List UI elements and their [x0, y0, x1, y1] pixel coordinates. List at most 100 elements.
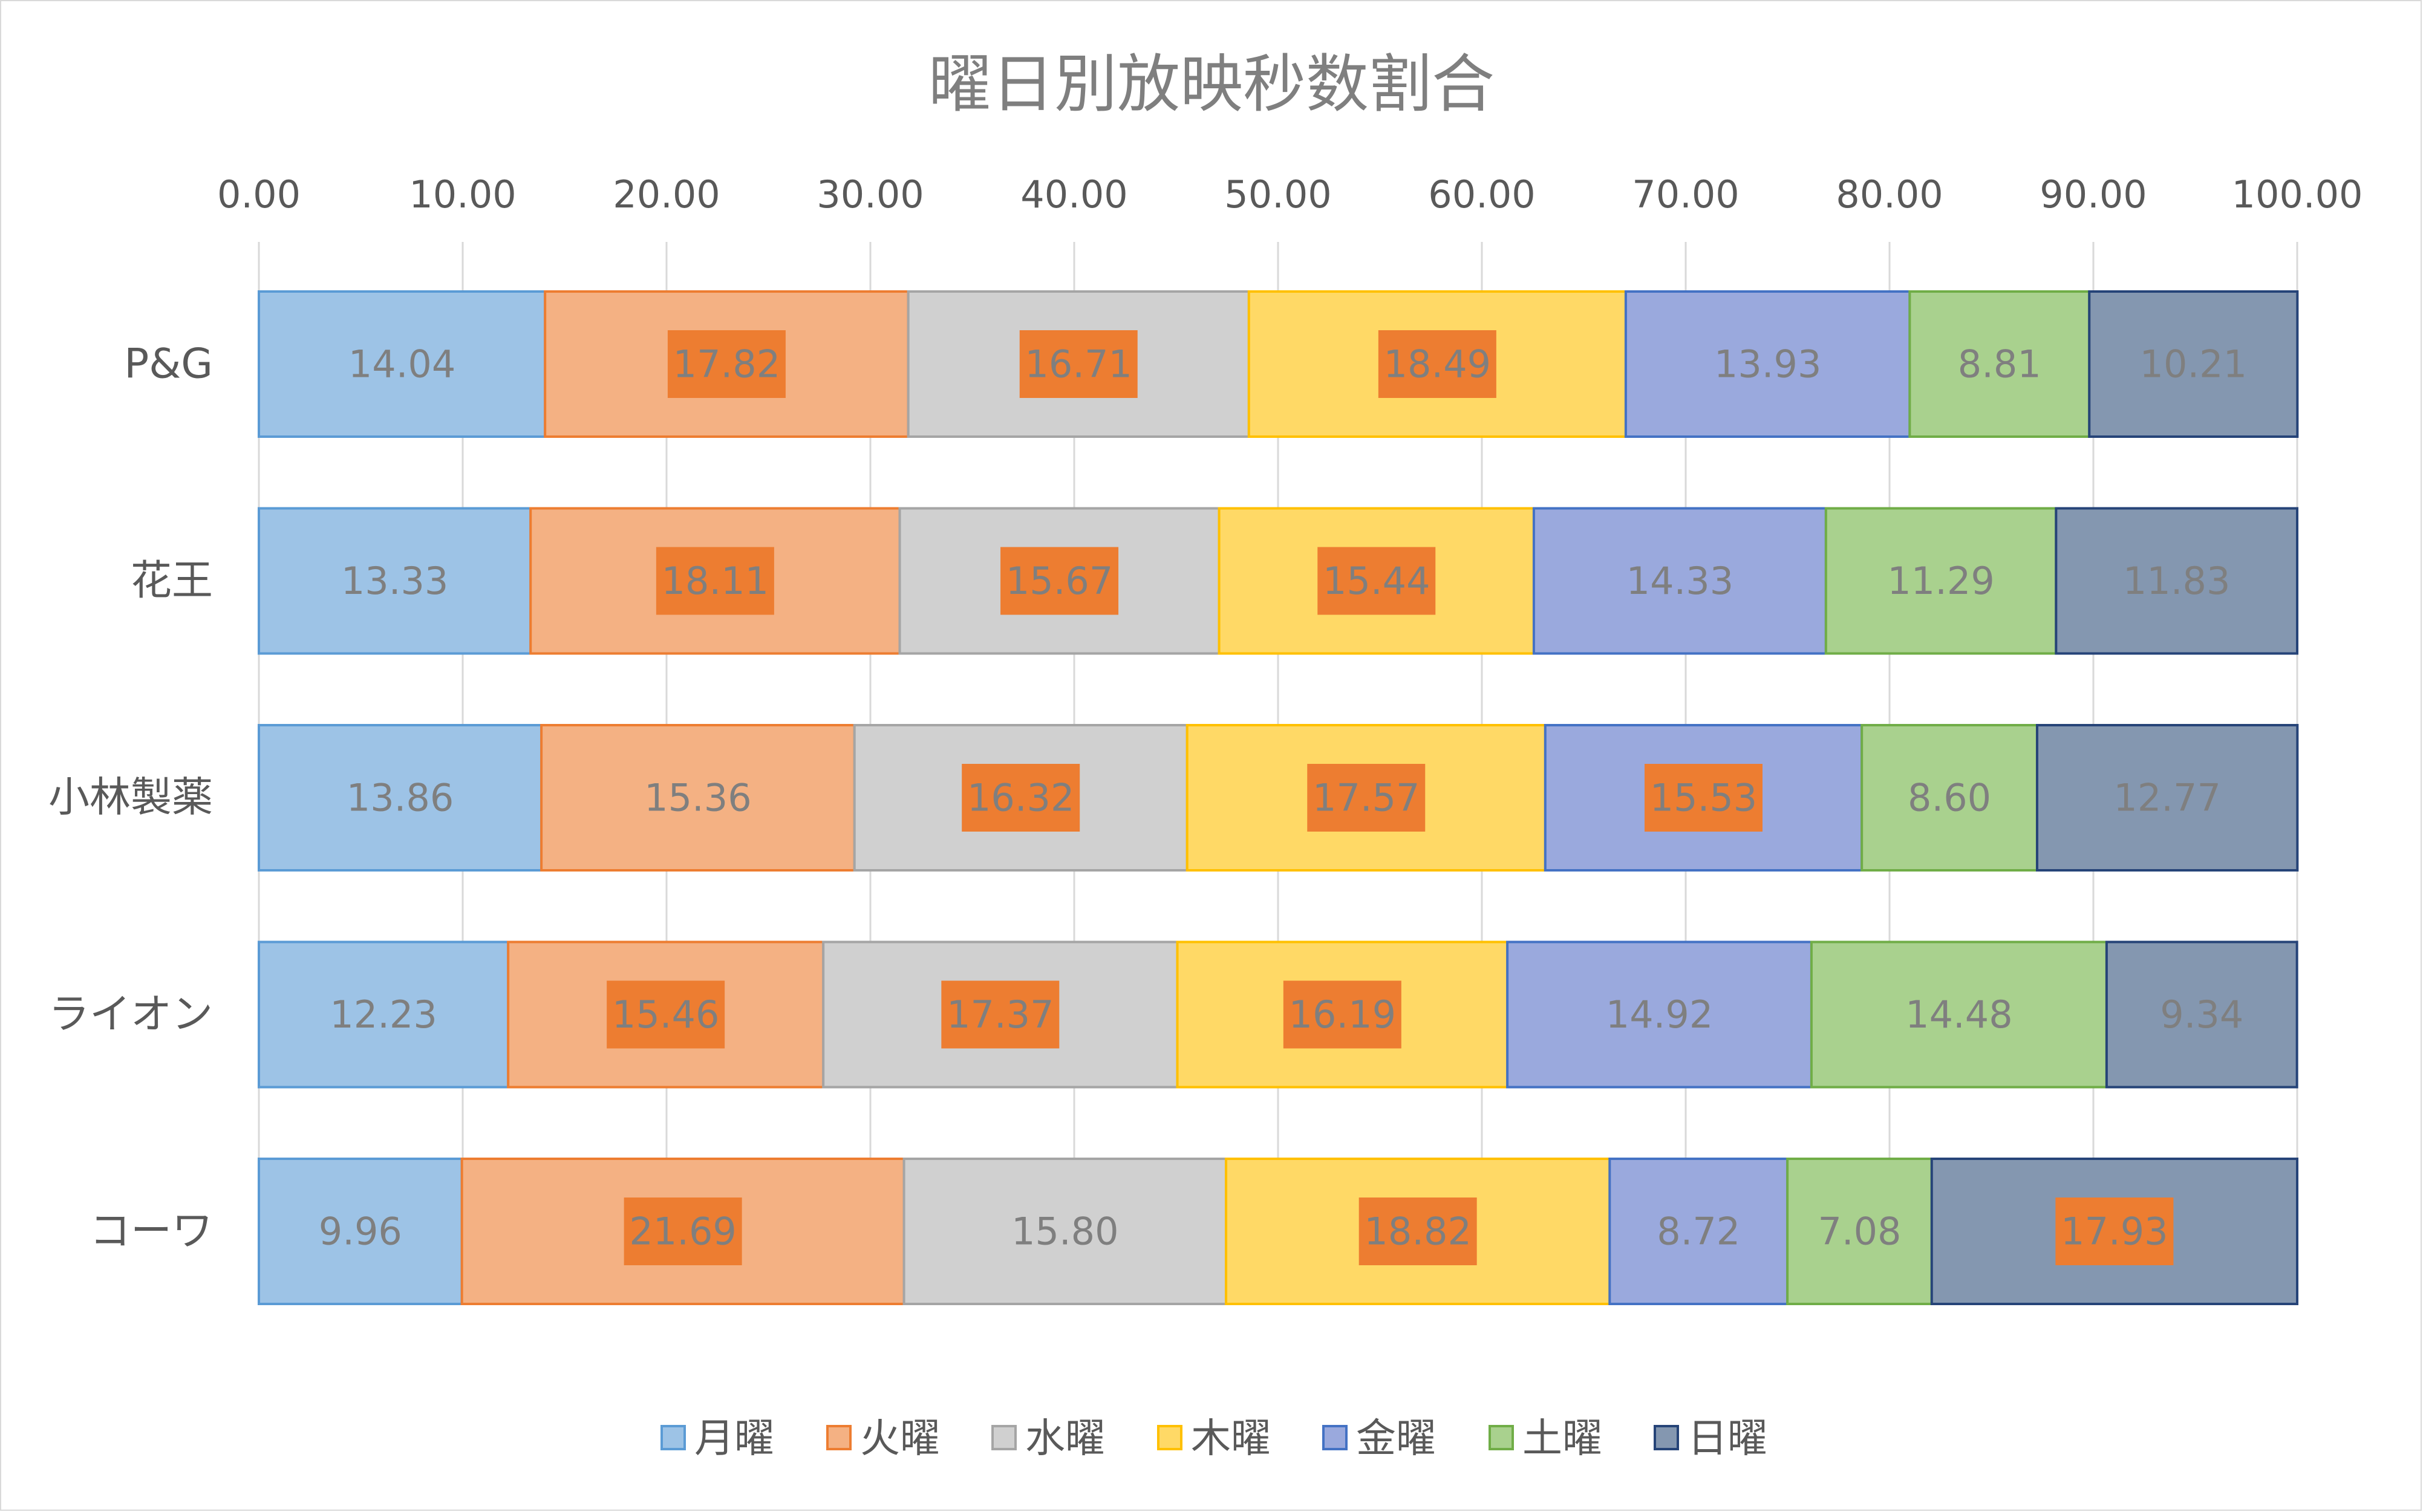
bar-segment — [1860, 724, 2038, 872]
bar-segment — [1624, 290, 1911, 438]
data-label: 11.29 — [1887, 559, 1995, 603]
bar-segment — [258, 1158, 463, 1305]
category-label: 小林製薬 — [48, 774, 213, 822]
data-label: 8.81 — [1958, 342, 2041, 386]
data-label: 16.19 — [1289, 992, 1397, 1037]
legend-label: 水曜 — [1025, 1415, 1105, 1462]
x-axis-ticks: 0.00 10.00 20.00 30.00 40.00 50.00 60.00 70.00 8… — [217, 172, 2363, 217]
x-tick-label: 40.00 — [1020, 172, 1128, 217]
legend-swatch — [1654, 1425, 1679, 1450]
legend-swatch — [1489, 1425, 1514, 1450]
data-label: 17.57 — [1313, 776, 1420, 820]
data-label: 12.77 — [2113, 776, 2221, 820]
x-tick-label: 10.00 — [409, 172, 517, 217]
bar-segment — [544, 290, 910, 438]
x-tick-label: 90.00 — [2040, 172, 2147, 217]
data-label-highlight — [941, 980, 1060, 1049]
bar-segment — [1908, 290, 2091, 438]
data-label-highlight — [1378, 330, 1496, 398]
bar-segment — [902, 1158, 1228, 1305]
legend-swatch — [991, 1425, 1017, 1450]
chart-title: 曜日別放映秒数割合 — [928, 47, 1495, 121]
x-tick-label: 50.00 — [1224, 172, 1332, 217]
x-tick-label: 60.00 — [1428, 172, 1536, 217]
data-label: 10.21 — [2140, 342, 2248, 386]
category-label: 花王 — [131, 557, 213, 605]
data-label: 13.86 — [347, 776, 454, 820]
data-label: 17.37 — [947, 992, 1054, 1037]
legend-label: 金曜 — [1356, 1415, 1436, 1462]
data-label: 15.46 — [612, 992, 720, 1037]
data-label: 14.04 — [348, 342, 456, 386]
data-label: 14.92 — [1606, 992, 1714, 1037]
legend-label: 月曜 — [694, 1415, 774, 1462]
legend-label: 日曜 — [1688, 1415, 1767, 1462]
bar-segment — [2105, 940, 2298, 1089]
data-label: 8.60 — [1908, 776, 1991, 820]
data-label: 18.82 — [1364, 1210, 1472, 1254]
legend-swatch — [826, 1425, 852, 1450]
data-label-highlight — [667, 330, 786, 398]
data-label: 15.67 — [1006, 559, 1114, 603]
bar-segment — [2055, 507, 2299, 655]
data-label-highlight — [1019, 330, 1138, 398]
data-label: 14.33 — [1626, 559, 1734, 603]
data-label: 14.48 — [1905, 992, 2013, 1037]
data-label: 18.49 — [1384, 342, 1492, 386]
x-tick-label: 80.00 — [1836, 172, 1943, 217]
legend-label: 火曜 — [860, 1415, 940, 1462]
legend: 月曜 火曜 水曜 木曜 金曜 土曜 日曜 — [660, 1415, 1767, 1462]
bar-segment — [258, 724, 543, 872]
data-label: 17.82 — [673, 342, 781, 386]
data-label: 16.71 — [1025, 342, 1132, 386]
data-label: 17.93 — [2061, 1210, 2168, 1254]
data-label-highlight — [656, 547, 774, 615]
legend-swatch — [660, 1425, 686, 1450]
bar-segment — [1824, 507, 2058, 655]
bar-segment — [1532, 507, 1827, 655]
bar-segment — [258, 940, 510, 1089]
bar-segment — [1608, 1158, 1789, 1305]
data-label-highlight — [1307, 764, 1426, 832]
data-label-highlight — [2055, 1198, 2174, 1265]
legend-swatch — [1157, 1425, 1182, 1450]
legend-label: 木曜 — [1191, 1415, 1271, 1462]
x-tick-label: 20.00 — [613, 172, 720, 217]
bar-segment — [258, 507, 532, 655]
data-label-highlight — [962, 764, 1080, 832]
category-label: P&G — [124, 341, 213, 388]
legend-label: 土曜 — [1522, 1415, 1602, 1462]
data-label: 12.23 — [330, 992, 437, 1037]
bars: 14.04 17.82 16.71 18.49 13.93 8.81 10.21 13.33 1… — [258, 290, 2299, 1305]
data-label: 11.83 — [2123, 559, 2231, 603]
data-label-highlight — [1644, 764, 1763, 832]
data-label: 7.08 — [1818, 1210, 1901, 1254]
data-label: 13.33 — [341, 559, 449, 603]
category-label: ライオン — [48, 991, 213, 1038]
data-label: 15.80 — [1011, 1210, 1119, 1254]
data-label: 8.72 — [1657, 1210, 1740, 1254]
data-label: 21.69 — [629, 1210, 737, 1254]
bar-segment — [540, 724, 856, 872]
x-tick-label: 30.00 — [817, 172, 924, 217]
x-tick-label: 70.00 — [1632, 172, 1740, 217]
x-tick-label: 0.00 — [217, 172, 301, 217]
data-label-highlight — [624, 1198, 742, 1265]
bar-segment — [1786, 1158, 1933, 1305]
bar-segment — [2035, 724, 2299, 872]
data-label-highlight — [1317, 547, 1436, 615]
data-label: 15.53 — [1650, 776, 1758, 820]
data-label-highlight — [1000, 547, 1119, 615]
legend-swatch — [1322, 1425, 1348, 1450]
x-tick-label: 100.00 — [2232, 172, 2363, 217]
data-label-highlight — [607, 980, 725, 1049]
data-label-highlight — [1283, 980, 1401, 1049]
data-label: 13.93 — [1714, 342, 1822, 386]
bar-segment — [1506, 940, 1813, 1089]
category-label: コーワ — [90, 1208, 213, 1256]
data-label: 16.32 — [967, 776, 1075, 820]
data-label-highlight — [1358, 1198, 1477, 1265]
